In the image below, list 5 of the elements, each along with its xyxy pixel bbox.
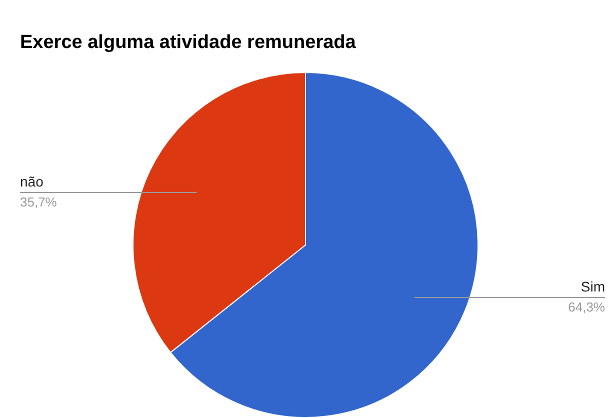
slice-label: Sim xyxy=(580,278,605,294)
slice-label: não xyxy=(20,173,44,190)
chart-title: Exerce alguma atividade remunerada xyxy=(20,32,356,54)
data-label: 64,3% xyxy=(568,300,606,315)
data-label: 35,7% xyxy=(20,194,58,210)
